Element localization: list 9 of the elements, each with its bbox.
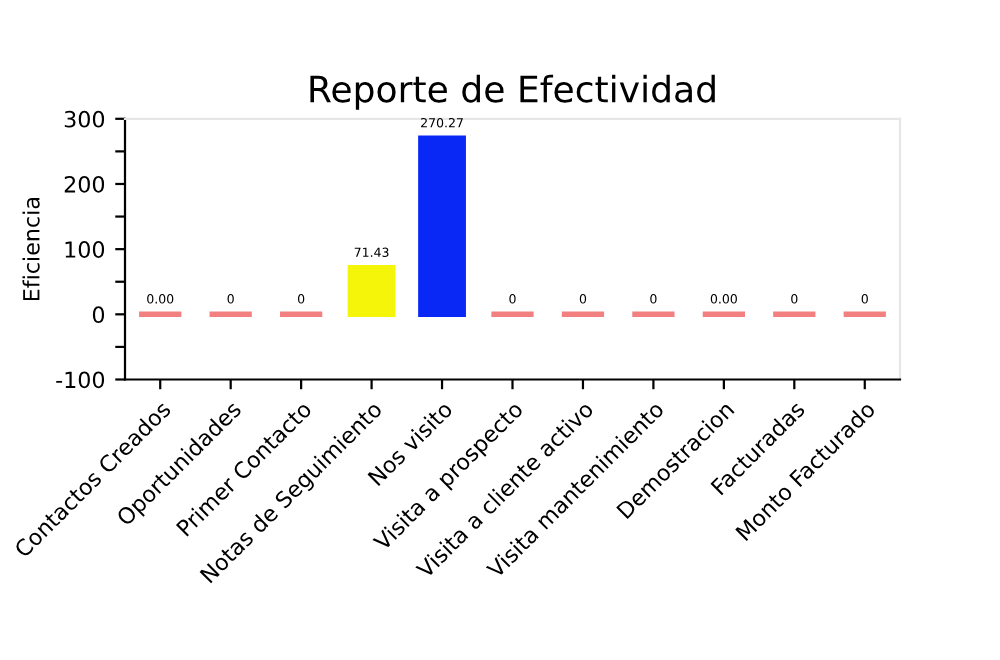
y-tick-label: 100: [65, 241, 105, 258]
bar: [347, 264, 396, 318]
y-tick-label: -100: [56, 371, 105, 389]
bar: [418, 135, 466, 318]
y-tick-label: 200: [64, 175, 105, 193]
chart-title: Reporte de Efectividad: [310, 74, 715, 110]
y-tick-label: 300: [64, 110, 105, 128]
y-tick-label: 0: [92, 306, 105, 324]
y-axis-title: Eficiencia: [22, 198, 40, 301]
